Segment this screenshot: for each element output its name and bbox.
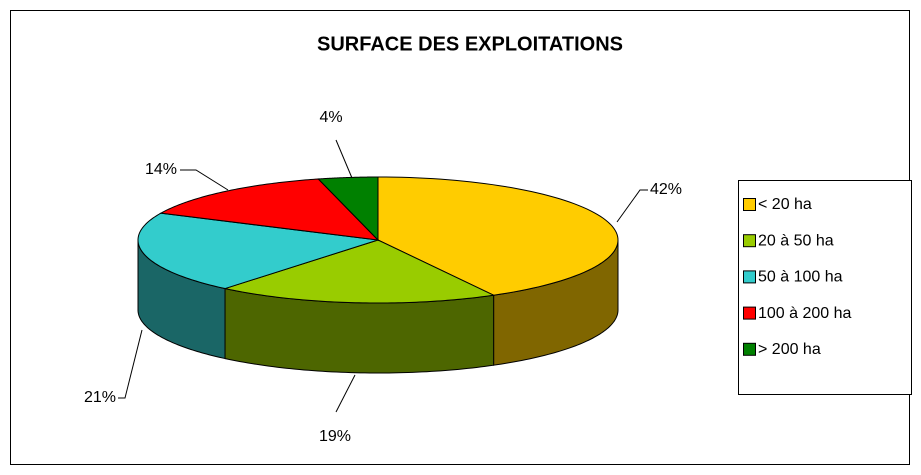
legend-label: 100 à 200 ha bbox=[758, 305, 852, 322]
legend-swatch bbox=[743, 270, 756, 284]
leader-line bbox=[335, 374, 356, 413]
data-label: 19% bbox=[319, 428, 351, 445]
pie-slice bbox=[317, 176, 379, 242]
pie-slice bbox=[377, 176, 619, 296]
chart-title: SURFACE DES EXPLOITATIONS bbox=[317, 33, 623, 55]
legend-swatch bbox=[743, 342, 756, 356]
data-label: 21% bbox=[84, 389, 116, 406]
leader-line bbox=[180, 169, 229, 191]
pie: 42% 19% 21% 14% 4% bbox=[84, 109, 682, 445]
data-label: 42% bbox=[650, 181, 682, 198]
pie-slice bbox=[223, 239, 496, 304]
legend-swatch bbox=[743, 234, 756, 248]
legend: < 20 ha 20 à 50 ha 50 à 100 ha 100 à 200 ha… bbox=[738, 180, 912, 395]
legend-swatch bbox=[743, 198, 756, 211]
legend-swatch bbox=[743, 306, 756, 320]
pie-slice bbox=[137, 212, 379, 290]
legend-label: 20 à 50 ha bbox=[758, 232, 834, 249]
data-label: 4% bbox=[319, 109, 342, 126]
legend-box bbox=[738, 180, 912, 395]
pie-slice bbox=[159, 178, 380, 241]
legend-label: 50 à 100 ha bbox=[758, 269, 843, 286]
data-label: 14% bbox=[145, 161, 177, 178]
leader-line bbox=[616, 189, 648, 223]
leader-line bbox=[335, 139, 353, 179]
legend-label: < 20 ha bbox=[758, 196, 812, 213]
leader-line bbox=[118, 329, 143, 399]
legend-label: > 200 ha bbox=[758, 341, 821, 358]
